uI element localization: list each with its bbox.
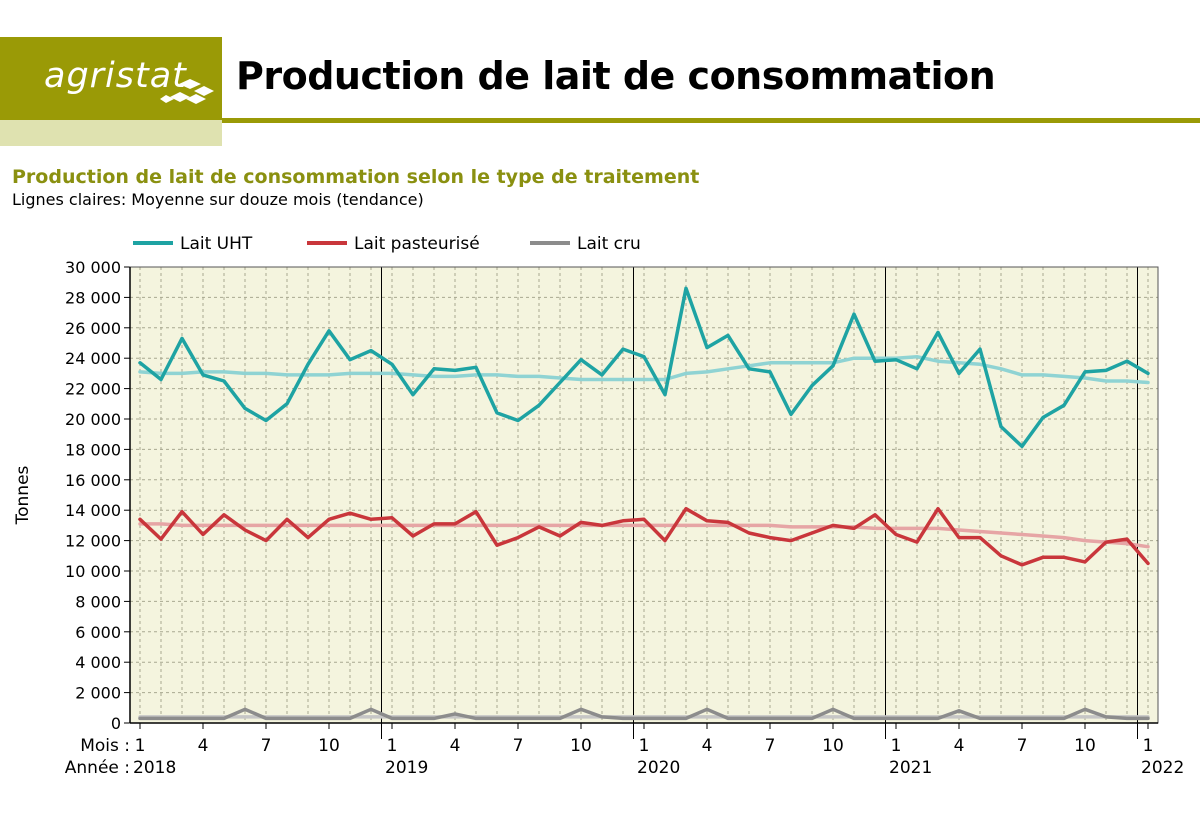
x-month-label: 10	[318, 736, 340, 756]
y-tick-label: 22 000	[65, 380, 121, 399]
x-month-label: 10	[822, 736, 844, 756]
x-month-label: 7	[1017, 736, 1028, 756]
x-month-label: 1	[387, 736, 398, 756]
y-tick-label: 14 000	[65, 501, 121, 520]
logo-strip	[0, 120, 222, 146]
page-title: Production de lait de consommation	[236, 54, 996, 98]
chart-title: Production de lait de consommation selon…	[12, 166, 700, 188]
legend-label: Lait pasteurisé	[354, 234, 480, 254]
x-year-label: 2019	[385, 758, 428, 778]
x-month-prefix: Mois :	[80, 736, 130, 756]
y-tick-label: 16 000	[65, 471, 121, 490]
series-line-uht	[138, 286, 1150, 449]
y-tick-label: 6 000	[75, 623, 121, 642]
x-month-label: 7	[261, 736, 272, 756]
x-month-label: 1	[1143, 736, 1154, 756]
y-tick-label: 2 000	[75, 684, 121, 703]
header-rule	[222, 118, 1200, 123]
y-tick-label: 24 000	[65, 349, 121, 368]
x-month-label: 1	[135, 736, 146, 756]
x-month-label: 4	[198, 736, 209, 756]
x-month-label: 1	[891, 736, 902, 756]
x-month-label: 4	[702, 736, 713, 756]
x-month-label: 7	[765, 736, 776, 756]
y-tick-label: 28 000	[65, 288, 121, 307]
x-month-label: 1	[639, 736, 650, 756]
x-year-label: 2020	[637, 758, 680, 778]
legend-label: Lait cru	[577, 234, 641, 254]
x-year-label: 2018	[133, 758, 176, 778]
x-month-label: 4	[450, 736, 461, 756]
diamond-logo-icon	[160, 79, 214, 104]
y-tick-label: 20 000	[65, 410, 121, 429]
x-year-label: 2022	[1141, 758, 1184, 778]
x-month-label: 4	[954, 736, 965, 756]
y-tick-label: 12 000	[65, 532, 121, 551]
series-line-pasteurise-trend	[138, 522, 1150, 549]
y-tick-label: 4 000	[75, 653, 121, 672]
y-tick-label: 10 000	[65, 562, 121, 581]
x-year-label: 2021	[889, 758, 932, 778]
series-line-cru	[138, 707, 1150, 721]
logo-box	[0, 37, 222, 120]
y-tick-label: 30 000	[65, 258, 121, 277]
y-tick-label: 0	[111, 714, 121, 733]
logo-text: agristat	[44, 56, 187, 96]
y-axis-label: Tonnes	[13, 465, 33, 525]
legend-label: Lait UHT	[180, 234, 253, 254]
x-month-label: 10	[1074, 736, 1096, 756]
series-line-uht-trend	[138, 354, 1150, 385]
x-month-label: 10	[570, 736, 592, 756]
x-month-label: 7	[513, 736, 524, 756]
y-tick-label: 8 000	[75, 592, 121, 611]
y-tick-label: 18 000	[65, 440, 121, 459]
chart-subtitle: Lignes claires: Moyenne sur douze mois (…	[12, 190, 424, 209]
series-line-pasteurise	[138, 506, 1150, 567]
y-tick-label: 26 000	[65, 319, 121, 338]
x-year-prefix: Année :	[65, 758, 130, 778]
